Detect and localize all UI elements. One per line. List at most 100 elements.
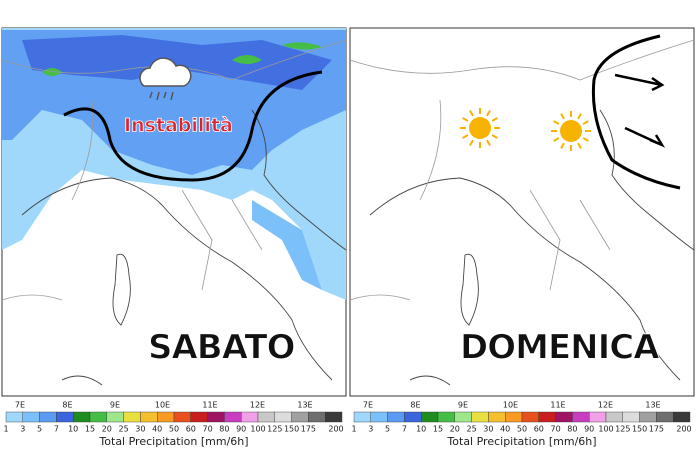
front-line — [591, 34, 681, 190]
colorbar-cell — [274, 411, 292, 423]
colorbar-cell — [538, 411, 556, 423]
colorbar-cell — [106, 411, 124, 423]
colorbar-cell — [387, 411, 405, 423]
longitude-label: 8E — [410, 401, 420, 410]
colorbar-cell — [504, 411, 523, 423]
colorbar-label: 15 — [433, 425, 443, 434]
colorbar-label: 1 — [3, 425, 8, 434]
colorbar-cell — [5, 411, 23, 423]
map-panel: DOMENICA 7E 8E 9E 10E 11E 12E 13E 1 3 5 7 10 15 20 25 30… — [349, 27, 695, 448]
sun-icon — [469, 117, 491, 139]
colorbar-label: 70 — [551, 425, 561, 434]
colorbar-cell — [56, 411, 74, 423]
colorbar-label: 200 — [676, 425, 691, 434]
colorbar-cell — [555, 411, 573, 423]
colorbar-label: 60 — [186, 425, 196, 434]
colorbar-label: 7 — [402, 425, 407, 434]
longitude-label: 13E — [297, 401, 312, 410]
longitude-label: 7E — [15, 401, 25, 410]
precip-area — [42, 42, 322, 76]
colorbar-cell — [572, 411, 590, 423]
colorbar-title: Total Precipitation [mm/6h] — [446, 435, 596, 448]
longitude-label: 11E — [202, 401, 217, 410]
colorbar-cell — [639, 411, 657, 423]
longitude-label: 11E — [550, 401, 565, 410]
colorbar-label: 1 — [351, 425, 356, 434]
colorbar-title: Total Precipitation [mm/6h] — [98, 435, 248, 448]
longitude-label: 12E — [250, 401, 265, 410]
colorbar-label: 30 — [135, 425, 145, 434]
sun-rays — [551, 111, 591, 151]
colorbar-cell — [521, 411, 539, 423]
colorbar-cell — [156, 411, 175, 423]
colorbar-cell — [471, 411, 489, 423]
colorbar-label: 125 — [615, 425, 630, 434]
colorbar-cell — [291, 411, 309, 423]
colorbar-label: 100 — [250, 425, 265, 434]
precip-area — [252, 200, 322, 290]
longitude-label: 12E — [598, 401, 613, 410]
day-label: SABATO — [148, 328, 295, 368]
sun-icon — [560, 120, 582, 142]
colorbar-label: 20 — [450, 425, 460, 434]
longitude-label: 8E — [62, 401, 72, 410]
colorbar-cell — [39, 411, 57, 423]
longitude-label: 10E — [155, 401, 170, 410]
coastline — [21, 109, 347, 386]
colorbar-cell — [224, 411, 242, 423]
colorbar-cell — [207, 411, 225, 423]
colorbar-cell — [454, 411, 472, 423]
colorbar-cell — [22, 411, 40, 423]
wind-arrow — [614, 73, 665, 92]
colorbar-cell — [325, 411, 343, 423]
colorbar-label: 200 — [328, 425, 343, 434]
rain-drops — [149, 91, 174, 101]
colorbar-cell — [673, 411, 691, 423]
map-frame — [349, 27, 695, 397]
colorbar-label: 90 — [236, 425, 246, 434]
colorbar-cell — [404, 411, 422, 423]
colorbar-label: 10 — [68, 425, 78, 434]
colorbar-label: 50 — [169, 425, 179, 434]
coastline — [369, 109, 695, 386]
colorbar-cell — [656, 411, 674, 423]
colorbar-label: 125 — [267, 425, 282, 434]
colorbar-cell — [420, 411, 439, 423]
colorbar-cell — [588, 411, 607, 423]
colorbar-label: 50 — [517, 425, 527, 434]
colorbar-cell — [190, 411, 208, 423]
longitude-label: 10E — [503, 401, 518, 410]
colorbar-label: 3 — [368, 425, 373, 434]
colorbar-label: 10 — [416, 425, 426, 434]
colorbar-cell — [488, 411, 506, 423]
longitude-label: 13E — [645, 401, 660, 410]
longitude-label: 9E — [458, 401, 468, 410]
precip-area — [22, 35, 332, 90]
colorbar-label: 80 — [567, 425, 577, 434]
colorbar-cell — [437, 411, 455, 423]
colorbar-label: 150 — [632, 425, 647, 434]
colorbar-cell — [370, 411, 388, 423]
wind-arrow — [624, 126, 666, 148]
colorbar-cell — [89, 411, 107, 423]
colorbar-cell — [257, 411, 275, 423]
colorbar-label: 60 — [534, 425, 544, 434]
border — [349, 39, 695, 301]
colorbar-cell — [140, 411, 158, 423]
colorbar-cell — [240, 411, 259, 423]
colorbar-cell — [308, 411, 326, 423]
rain-cloud-icon — [139, 57, 192, 87]
longitude-label: 7E — [363, 401, 373, 410]
colorbar-label: 40 — [152, 425, 162, 434]
colorbar-label: 30 — [483, 425, 493, 434]
colorbar-cell — [622, 411, 640, 423]
colorbar-cell — [353, 411, 371, 423]
colorbar-label: 70 — [203, 425, 213, 434]
colorbar-label: 15 — [85, 425, 95, 434]
longitude-label: 9E — [110, 401, 120, 410]
colorbar-cell — [123, 411, 141, 423]
annotation: Instabilità — [124, 115, 233, 137]
colorbar-label: 3 — [20, 425, 25, 434]
front-line — [63, 70, 323, 182]
